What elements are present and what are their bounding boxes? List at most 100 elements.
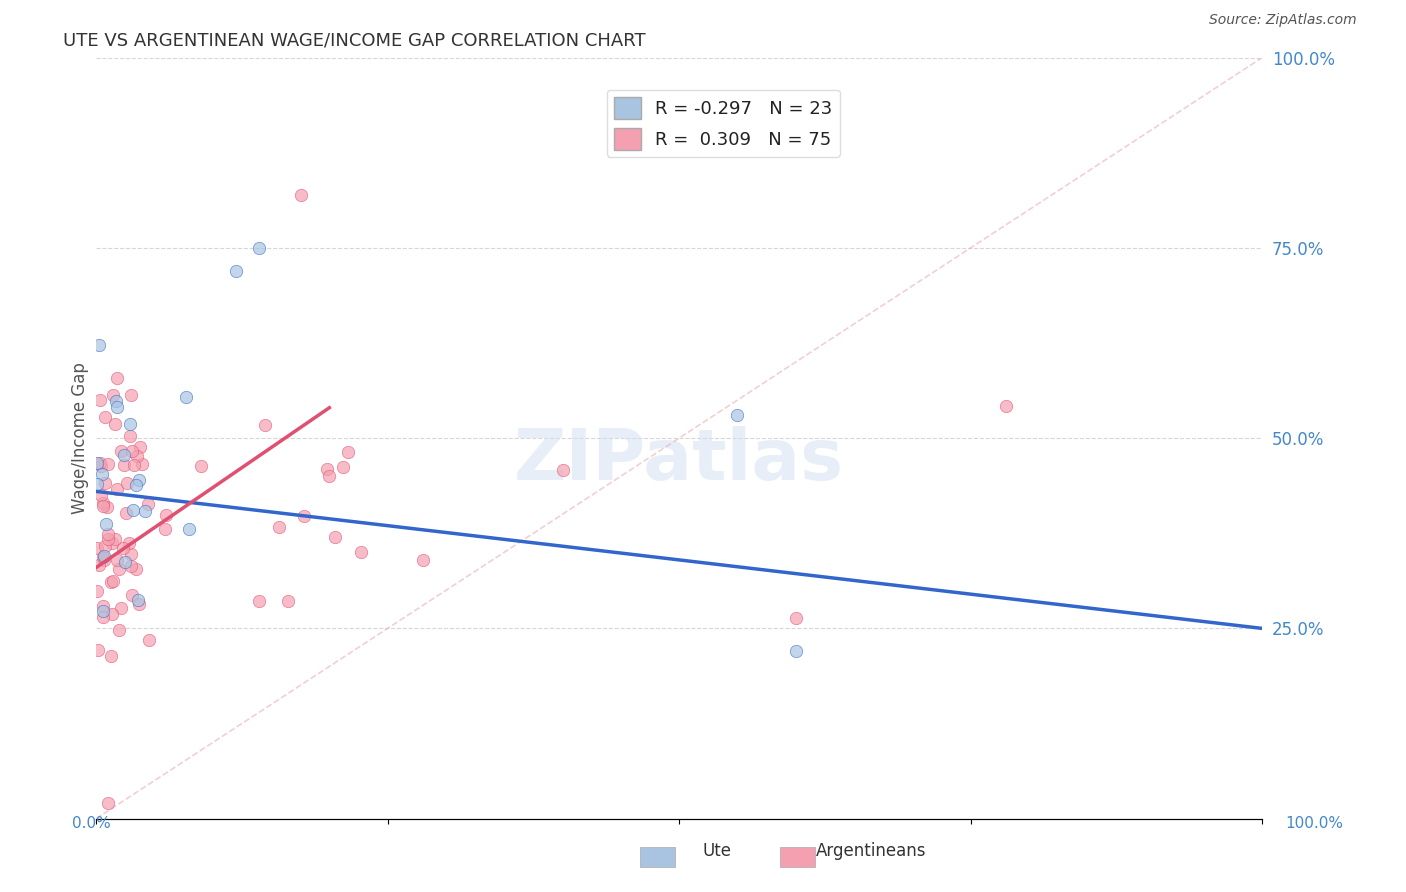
Point (332, 460, 354, 475)
Point (120, 388, 142, 402)
Point (91, 499, 114, 513)
Point (91, 609, 114, 624)
Point (105, 400, 128, 414)
Point (86, 541, 108, 556)
Point (97, 457, 120, 471)
Point (112, 448, 135, 462)
Point (118, 417, 141, 432)
Point (551, 463, 574, 477)
Point (337, 444, 360, 458)
Point (91, 603, 114, 617)
Point (129, 440, 152, 454)
Point (110, 600, 132, 615)
Point (100, 648, 122, 663)
Point (97, 797, 120, 811)
Point (117, 536, 139, 550)
Text: ZIPatlas: ZIPatlas (515, 426, 844, 495)
Text: 100.0%: 100.0% (1285, 816, 1344, 830)
Point (122, 458, 145, 473)
Point (120, 547, 142, 561)
Point (103, 388, 125, 402)
Point (124, 561, 146, 575)
Point (94, 409, 117, 424)
Point (125, 449, 148, 463)
Point (87, 337, 110, 351)
Point (785, 611, 807, 625)
Point (93, 599, 115, 613)
Point (105, 370, 128, 384)
Point (131, 457, 153, 471)
Point (97, 532, 120, 546)
Point (114, 555, 136, 569)
Point (94, 539, 117, 553)
Point (108, 623, 131, 637)
Point (121, 444, 143, 458)
Point (267, 520, 290, 534)
Point (128, 473, 150, 487)
Point (350, 545, 373, 559)
Point (290, 187, 312, 202)
Point (155, 508, 177, 522)
Point (104, 532, 127, 546)
Text: Source: ZipAtlas.com: Source: ZipAtlas.com (1209, 13, 1357, 28)
Point (107, 553, 129, 567)
Point (120, 429, 142, 443)
Point (114, 506, 136, 520)
Point (247, 241, 270, 255)
Point (190, 458, 212, 473)
Point (318, 468, 340, 483)
Point (412, 552, 434, 566)
Point (115, 476, 138, 491)
Point (725, 409, 748, 423)
Point (87, 642, 110, 657)
Point (316, 462, 339, 476)
Text: Argentineans: Argentineans (815, 842, 927, 860)
Point (89, 393, 111, 408)
Point (89, 456, 111, 470)
Point (225, 264, 247, 278)
Point (91, 549, 114, 564)
Point (86, 476, 108, 491)
Point (105, 394, 128, 409)
Point (93, 553, 115, 567)
Point (101, 574, 124, 588)
Point (125, 478, 148, 492)
Legend: R = -0.297   N = 23, R =  0.309   N = 75: R = -0.297 N = 23, R = 0.309 N = 75 (606, 89, 839, 157)
Point (122, 502, 145, 516)
Point (127, 592, 149, 607)
Point (86, 456, 108, 470)
Point (120, 559, 142, 574)
Point (90, 488, 112, 502)
Point (247, 594, 270, 608)
Point (323, 530, 346, 544)
Point (87, 558, 110, 572)
Point (96, 500, 118, 514)
Point (101, 536, 124, 550)
Point (292, 509, 315, 524)
Point (101, 607, 124, 621)
Point (179, 523, 201, 537)
Point (96, 516, 118, 531)
Y-axis label: Wage/Income Gap: Wage/Income Gap (72, 362, 89, 514)
Point (174, 390, 197, 404)
Point (121, 589, 143, 603)
Point (90, 458, 112, 473)
Point (97, 526, 120, 541)
Point (91, 495, 114, 509)
Point (94, 475, 117, 490)
Point (105, 483, 128, 497)
Point (90, 467, 112, 481)
Point (155, 523, 177, 537)
Point (134, 504, 156, 518)
Point (136, 497, 159, 511)
Point (254, 417, 277, 432)
Point (128, 597, 150, 611)
Point (108, 561, 131, 575)
Point (104, 417, 127, 432)
Point (138, 632, 160, 647)
Text: 0.0%: 0.0% (72, 816, 111, 830)
Point (100, 574, 122, 589)
Point (111, 541, 134, 555)
Point (277, 594, 299, 608)
Point (112, 458, 135, 472)
